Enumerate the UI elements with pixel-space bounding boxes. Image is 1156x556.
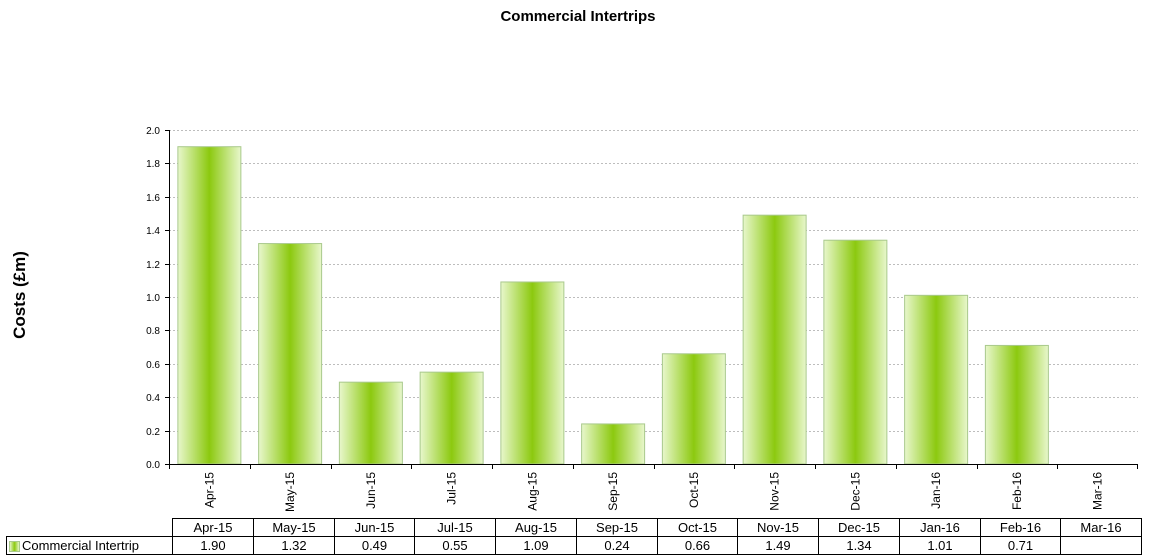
y-tick-label: 0.0 <box>146 460 160 471</box>
table-header-cell: Jul-15 <box>414 518 496 537</box>
x-tick-label: Feb-16 <box>1010 472 1024 510</box>
y-tick-label: 0.2 <box>146 427 160 438</box>
bars <box>177 146 1049 465</box>
y-tick-label: 1.4 <box>146 226 160 237</box>
y-tick-label: 1.2 <box>146 260 160 271</box>
y-tick-label: 0.6 <box>146 360 160 371</box>
table-header-cell: Nov-15 <box>737 518 819 537</box>
table-value-cell: 0.66 <box>657 536 738 555</box>
table-header-cell: Aug-15 <box>495 518 577 537</box>
chart-title: Commercial Intertrips <box>500 8 656 25</box>
plot-area: 0.0 0.2 0.4 0.6 0.8 1.0 1.2 1.4 1.6 1.8 2.0 Apr-15 M… <box>146 126 1138 512</box>
x-tick-label: Oct-15 <box>687 472 701 508</box>
bar <box>338 381 403 465</box>
x-tick-label: Jun-15 <box>364 472 378 509</box>
data-table-corner <box>7 519 173 537</box>
table-header-cell: Jun-15 <box>334 518 415 537</box>
x-tick-label: Sep-15 <box>606 472 620 511</box>
x-tick-label: Jul-15 <box>445 472 459 505</box>
data-table-header-row: Apr-15 May-15 Jun-15 Jul-15 Aug-15 Sep-15 Oct-… <box>7 518 1142 537</box>
y-tick-label: 0.8 <box>146 326 160 337</box>
y-tick-label: 1.8 <box>146 159 160 170</box>
y-tick-label: 0.4 <box>146 393 160 404</box>
bar <box>500 281 565 465</box>
bar <box>258 243 323 465</box>
table-header-cell: May-15 <box>253 518 335 537</box>
bar <box>823 239 888 465</box>
table-header-cell: Dec-15 <box>818 518 900 537</box>
table-value-cell <box>1060 536 1142 555</box>
table-value-cell: 1.32 <box>253 536 335 555</box>
table-value-cell: 1.49 <box>737 536 819 555</box>
bar <box>419 371 484 465</box>
table-value-cell: 0.55 <box>414 536 496 555</box>
x-tick-label: Jan-16 <box>929 472 943 509</box>
table-header-cell: Mar-16 <box>1060 518 1142 537</box>
table-value-cell: 0.71 <box>980 536 1061 555</box>
series-name: Commercial Intertrip <box>22 538 140 553</box>
table-value-cell: 1.09 <box>495 536 577 555</box>
table-value-cell: 1.90 <box>172 536 254 555</box>
table-header-cell: Apr-15 <box>172 518 254 537</box>
y-tick-label: 1.0 <box>146 293 160 304</box>
bar <box>742 214 807 465</box>
axes: 0.0 0.2 0.4 0.6 0.8 1.0 1.2 1.4 1.6 1.8 2.0 Apr-15 M… <box>146 126 1138 512</box>
x-tick-label: Nov-15 <box>768 472 782 511</box>
bar <box>661 353 726 465</box>
data-table: Apr-15 May-15 Jun-15 Jul-15 Aug-15 Sep-15 Oct-… <box>6 518 1142 555</box>
legend-entry: Commercial Intertrip <box>6 536 173 555</box>
table-value-cell: 1.01 <box>899 536 981 555</box>
table-value-cell: 1.34 <box>818 536 900 555</box>
legend-swatch <box>9 541 20 553</box>
data-table-value-row: Commercial Intertrip 1.90 1.32 0.49 0.55 1.0… <box>6 536 1142 555</box>
table-header-cell: Sep-15 <box>576 518 658 537</box>
x-tick-label: May-15 <box>283 472 297 512</box>
x-tick-label: Mar-16 <box>1091 472 1105 510</box>
bar <box>904 294 969 465</box>
x-tick-label: Apr-15 <box>202 472 216 508</box>
x-tick-label: Dec-15 <box>848 472 862 511</box>
table-header-cell: Feb-16 <box>980 518 1061 537</box>
table-value-cell: 0.24 <box>576 536 658 555</box>
table-header-cell: Jan-16 <box>899 518 981 537</box>
bar <box>177 146 242 465</box>
y-tick-label: 2.0 <box>146 126 160 137</box>
bar <box>984 344 1049 465</box>
table-value-cell: 0.49 <box>334 536 415 555</box>
y-tick-label: 1.6 <box>146 193 160 204</box>
x-tick-label: Aug-15 <box>525 472 539 511</box>
gridlines <box>169 130 1138 432</box>
table-header-cell: Oct-15 <box>657 518 738 537</box>
bar <box>581 423 646 465</box>
